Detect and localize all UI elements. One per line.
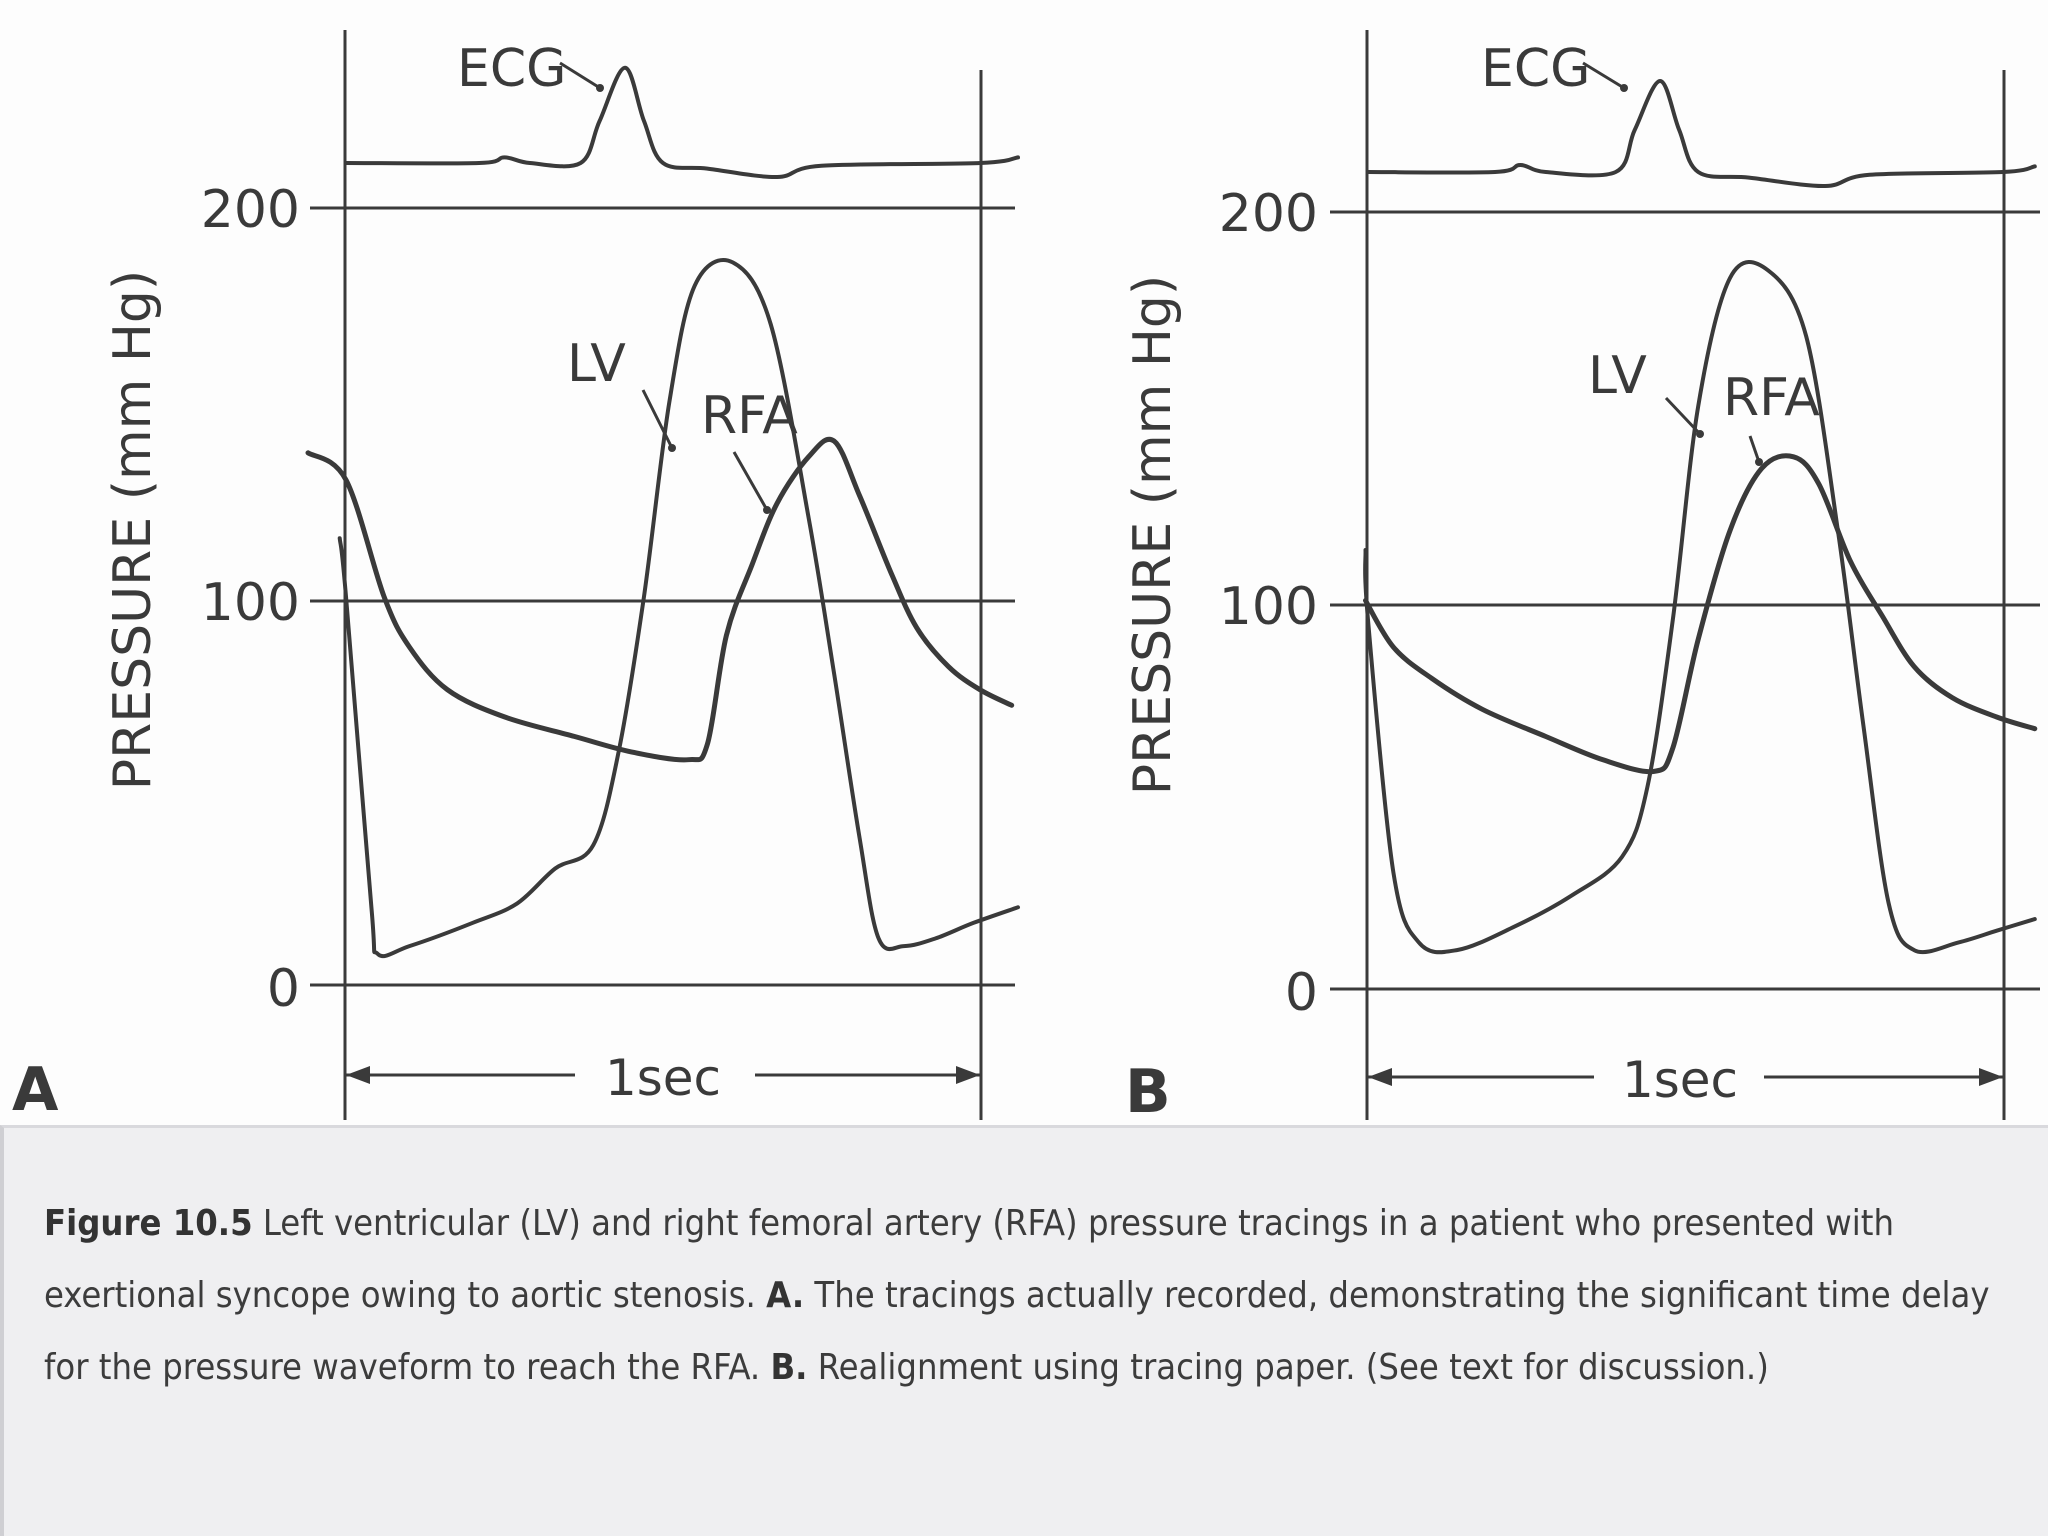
panel-a-time-label: 1sec xyxy=(605,1049,721,1107)
panel-b-tick-100: 100 xyxy=(1219,577,1318,637)
panel-a-ecg-pointer-tip xyxy=(596,84,604,92)
panel-a-tick-100: 100 xyxy=(201,573,300,633)
panel-b-time-arrowhead-right xyxy=(1979,1068,2003,1086)
panel-a-tick-200: 200 xyxy=(201,180,300,240)
caption-b-text: Realignment using tracing paper. (See te… xyxy=(807,1347,1769,1388)
panel-a-time-arrowhead-left xyxy=(346,1066,370,1084)
panel-b-time-arrowhead-left xyxy=(1368,1068,1392,1086)
panel-b-ecg-pointer xyxy=(1582,61,1625,90)
caption-figure-label: Figure 10.5 xyxy=(44,1203,253,1244)
panel-b-ecg-trace xyxy=(1366,79,2037,189)
panel-a-letter: A xyxy=(12,1055,59,1125)
panel-b-ecg-pointer-tip xyxy=(1620,84,1628,92)
panel-a: PRESSURE (mm Hg) 200 100 0 ECG LV RFA 1s… xyxy=(12,30,1020,1125)
panel-b-ecg-label: ECG xyxy=(1481,39,1590,99)
caption-a-text: The tracings actually recorded, demonstr… xyxy=(44,1275,1990,1388)
panel-a-tick-0: 0 xyxy=(267,959,300,1019)
caption-intro: Left ventricular (LV) and right femoral … xyxy=(44,1203,1895,1316)
panel-b-tick-0: 0 xyxy=(1285,963,1318,1023)
panel-b-lv-pointer-tip xyxy=(1696,430,1704,438)
panel-b-lv-label: LV xyxy=(1588,346,1647,406)
caption-text: Figure 10.5 Left ventricular (LV) and ri… xyxy=(44,1188,2024,1404)
panel-b: PRESSURE (mm Hg) 200 100 0 ECG LV RFA 1s… xyxy=(1123,30,2040,1125)
panel-a-ylabel: PRESSURE (mm Hg) xyxy=(103,270,163,790)
caption-b-label: B. xyxy=(770,1347,808,1388)
panel-a-lv-label: LV xyxy=(567,334,626,394)
figure-caption: Figure 10.5 Left ventricular (LV) and ri… xyxy=(0,1125,2048,1536)
panel-a-lv-trace xyxy=(337,258,1020,959)
panel-b-ylabel: PRESSURE (mm Hg) xyxy=(1123,275,1183,795)
panel-a-rfa-pointer xyxy=(732,451,769,511)
panel-a-ecg-pointer xyxy=(559,61,601,90)
panel-b-lv-pointer xyxy=(1664,396,1702,436)
panel-b-rfa-pointer xyxy=(1748,435,1761,463)
figure-panel: PRESSURE (mm Hg) 200 100 0 ECG LV RFA 1s… xyxy=(0,0,2048,1125)
panel-b-rfa-label: RFA xyxy=(1723,368,1820,428)
pressure-tracings-figure: PRESSURE (mm Hg) 200 100 0 ECG LV RFA 1s… xyxy=(12,30,2040,1125)
panel-a-lv-pointer xyxy=(641,389,674,449)
panel-a-ecg-label: ECG xyxy=(457,39,566,99)
panel-b-time-label: 1sec xyxy=(1622,1051,1738,1109)
panel-b-lv-trace xyxy=(1363,260,2037,955)
panel-b-rfa-trace xyxy=(1363,453,2038,775)
panel-b-rfa-pointer-tip xyxy=(1755,458,1763,466)
panel-a-rfa-trace xyxy=(305,436,1015,763)
panel-b-tick-200: 200 xyxy=(1219,184,1318,244)
panel-a-time-arrowhead-right xyxy=(956,1066,980,1084)
panel-a-rfa-pointer-tip xyxy=(763,506,771,514)
panel-b-letter: B xyxy=(1125,1057,1171,1125)
panel-a-ecg-trace xyxy=(344,65,1020,180)
panel-a-lv-pointer-tip xyxy=(668,444,676,452)
caption-a-label: A. xyxy=(766,1275,805,1316)
panel-a-rfa-label: RFA xyxy=(701,386,798,446)
